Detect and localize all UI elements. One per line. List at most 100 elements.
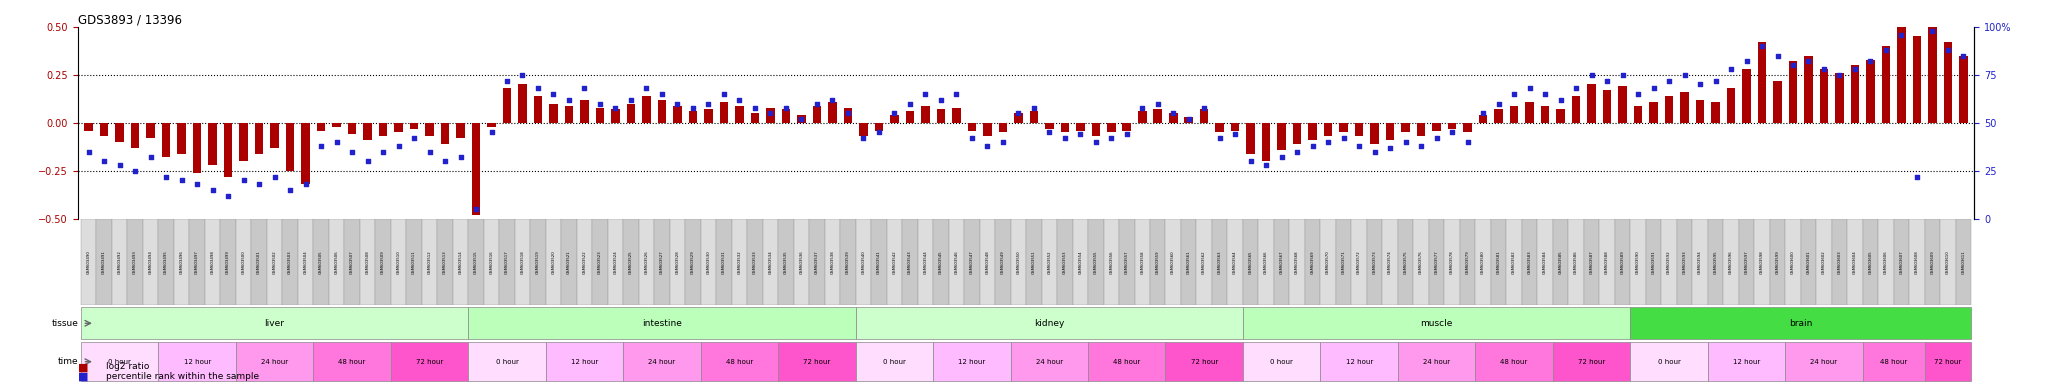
Point	[662, 101, 694, 107]
Bar	[332, 123, 340, 127]
Text: GSM603516: GSM603516	[489, 250, 494, 274]
Bar	[1847, 219, 1864, 305]
Text: GSM603560: GSM603560	[1171, 250, 1176, 274]
Point	[879, 110, 911, 116]
Point	[305, 143, 338, 149]
Bar	[1604, 90, 1612, 123]
Bar	[934, 342, 1010, 381]
Bar	[1769, 219, 1786, 305]
Text: 0 hour: 0 hour	[496, 359, 518, 365]
Bar	[748, 219, 762, 305]
Point	[475, 129, 508, 136]
Bar	[809, 219, 825, 305]
Point	[397, 135, 430, 141]
Bar	[1571, 96, 1581, 123]
Point	[1436, 129, 1468, 136]
Text: GSM603532: GSM603532	[737, 250, 741, 274]
Text: GSM603588: GSM603588	[1606, 250, 1610, 274]
Bar	[236, 219, 252, 305]
Text: GSM603521: GSM603521	[567, 250, 571, 274]
Text: log2 ratio: log2 ratio	[106, 362, 150, 371]
Text: GSM603537: GSM603537	[815, 250, 819, 274]
Text: GSM603609: GSM603609	[1931, 250, 1935, 274]
Text: 24 hour: 24 hour	[1036, 359, 1063, 365]
Point	[506, 72, 539, 78]
Point	[1266, 154, 1298, 161]
Bar	[639, 219, 653, 305]
Bar	[1321, 342, 1399, 381]
Point	[350, 158, 383, 164]
Point	[1575, 72, 1608, 78]
Text: GSM603498: GSM603498	[211, 250, 215, 274]
Text: GSM603496: GSM603496	[180, 250, 184, 274]
Bar	[1864, 219, 1878, 305]
Point	[180, 181, 213, 187]
Text: GSM603530: GSM603530	[707, 250, 711, 274]
Point	[1714, 66, 1747, 72]
Point	[1669, 72, 1702, 78]
Bar	[162, 123, 170, 157]
Point	[1110, 131, 1143, 137]
Bar	[700, 342, 778, 381]
Bar	[1475, 219, 1491, 305]
Bar	[1464, 123, 1473, 132]
Text: GSM603490: GSM603490	[86, 250, 90, 274]
Bar	[1712, 102, 1720, 123]
Bar	[1583, 219, 1599, 305]
Point	[770, 104, 803, 111]
Text: GSM603517: GSM603517	[506, 250, 510, 274]
Point	[1157, 110, 1190, 116]
Bar	[1696, 100, 1704, 123]
Text: GSM603506: GSM603506	[334, 250, 338, 274]
Point	[584, 101, 616, 107]
Bar	[313, 219, 330, 305]
Point	[1761, 53, 1794, 59]
Bar	[1927, 23, 1937, 123]
Bar	[580, 100, 588, 123]
Bar	[1122, 123, 1130, 131]
Point	[1636, 85, 1669, 91]
Point	[274, 187, 307, 193]
Point	[336, 149, 369, 155]
Bar	[1960, 56, 1968, 123]
Bar	[1386, 123, 1395, 140]
Bar	[1430, 219, 1444, 305]
Point	[815, 97, 848, 103]
Point	[289, 181, 322, 187]
Point	[1296, 143, 1329, 149]
Point	[956, 135, 989, 141]
Bar	[1044, 123, 1053, 129]
Bar	[856, 307, 1243, 339]
Bar	[530, 219, 545, 305]
Bar	[1399, 342, 1475, 381]
Text: 12 hour: 12 hour	[184, 359, 211, 365]
Bar	[1010, 219, 1026, 305]
Bar	[1599, 219, 1614, 305]
Bar	[1864, 342, 1925, 381]
Point	[383, 143, 416, 149]
Point	[1561, 85, 1593, 91]
Text: ■: ■	[78, 362, 88, 372]
Text: intestine: intestine	[641, 319, 682, 328]
Point	[211, 193, 244, 199]
Bar	[1925, 342, 1970, 381]
Point	[227, 177, 260, 184]
Text: GSM603569: GSM603569	[1311, 250, 1315, 274]
Bar	[813, 106, 821, 123]
Bar	[1587, 84, 1595, 123]
Text: GSM603543: GSM603543	[907, 250, 911, 274]
Point	[1823, 72, 1855, 78]
Text: percentile rank within the sample: percentile rank within the sample	[106, 372, 260, 381]
Text: GSM603552: GSM603552	[1047, 250, 1051, 274]
Bar	[518, 84, 526, 123]
Point	[567, 85, 600, 91]
Bar	[688, 111, 696, 123]
Bar	[1243, 342, 1321, 381]
Point	[1917, 28, 1950, 34]
Text: GSM603568: GSM603568	[1294, 250, 1298, 274]
Point	[102, 162, 135, 168]
Bar	[297, 219, 313, 305]
Bar	[1743, 69, 1751, 123]
Bar	[983, 123, 991, 136]
Text: GSM603520: GSM603520	[551, 250, 555, 274]
